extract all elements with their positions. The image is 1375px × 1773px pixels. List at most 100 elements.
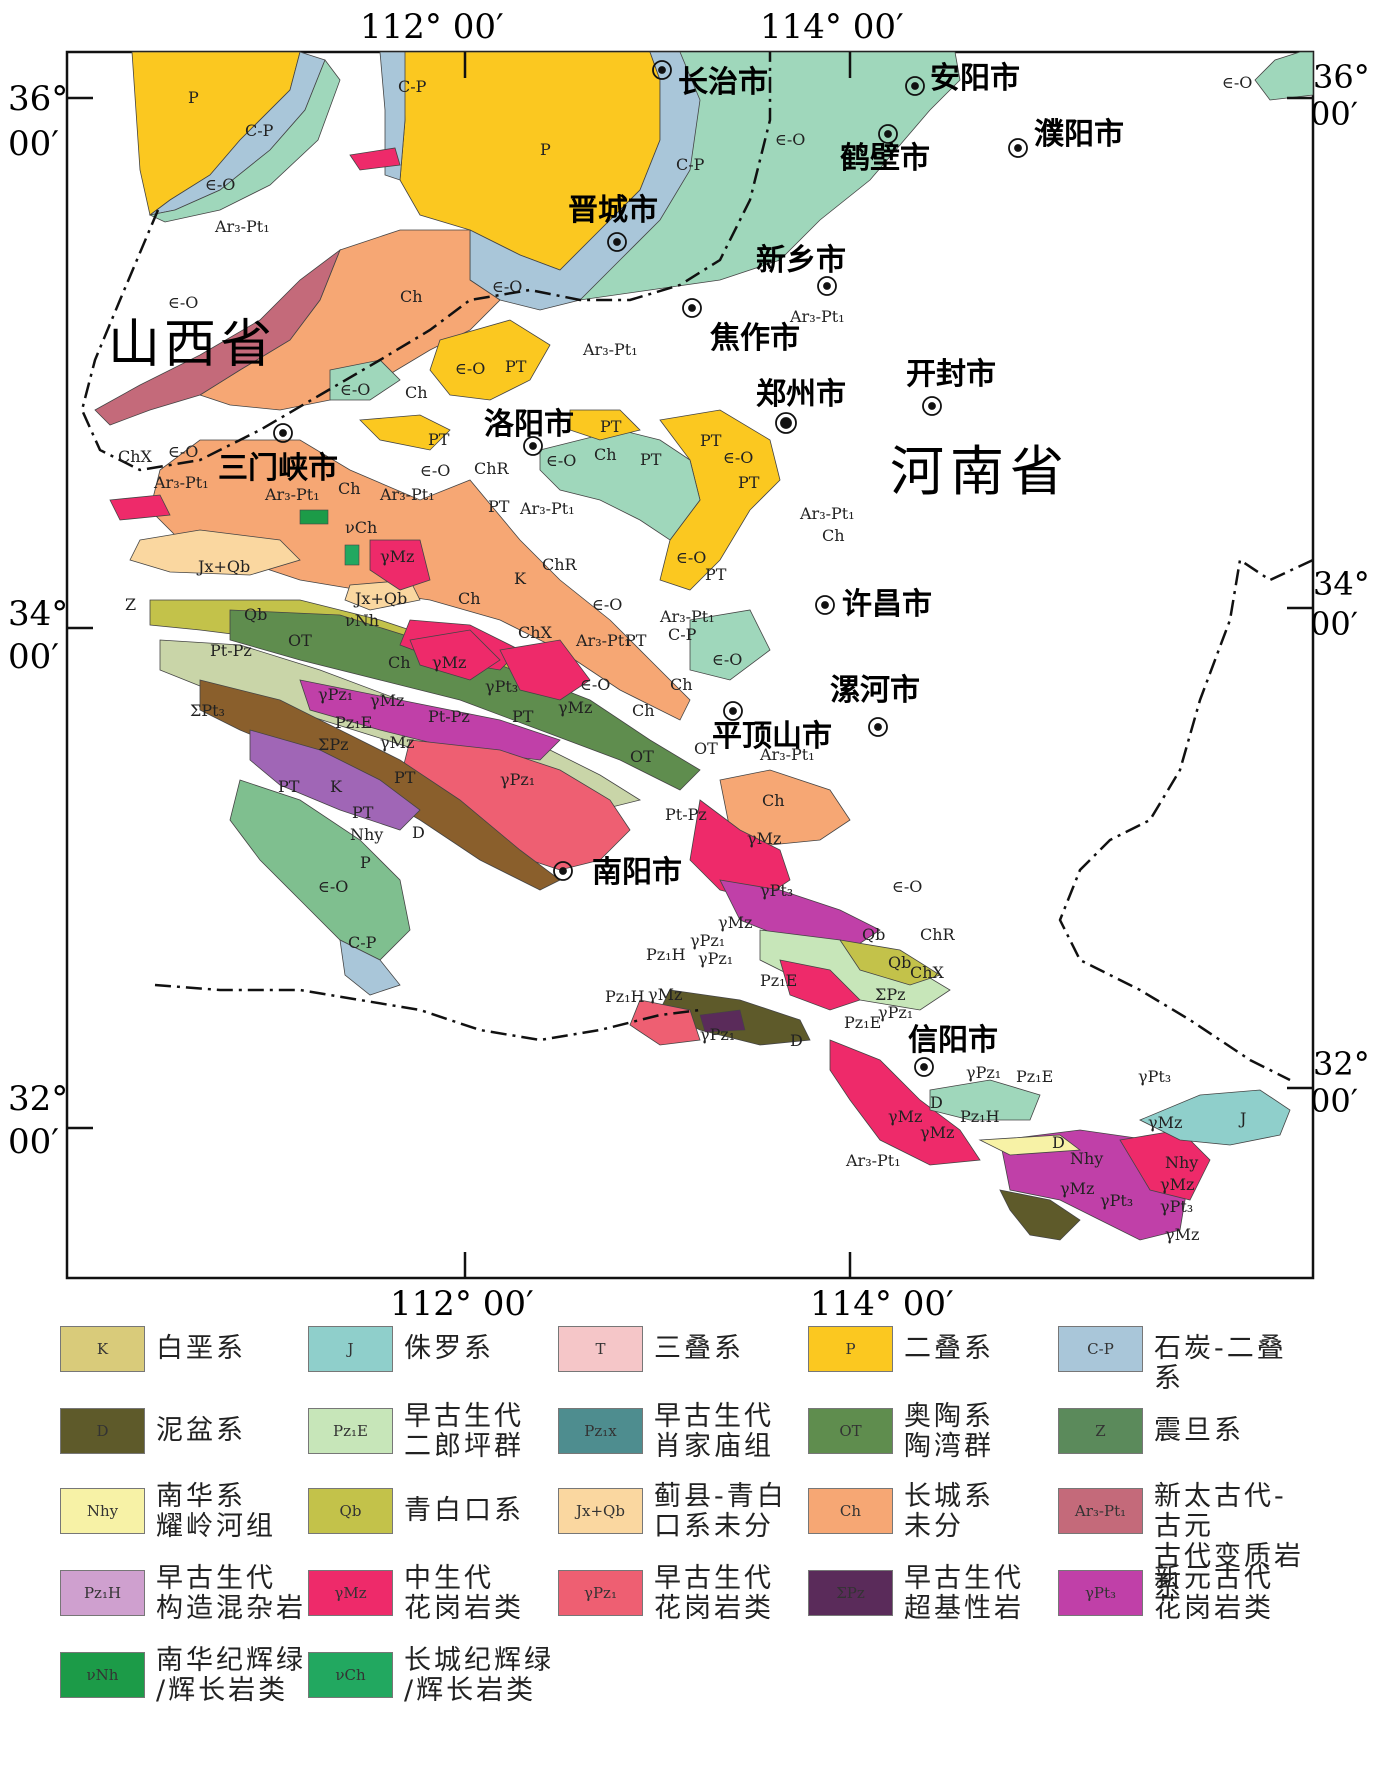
label-gpt-db3: γPt₃ bbox=[1160, 1197, 1193, 1216]
legend-swatch: Ch bbox=[808, 1488, 893, 1534]
label-gmz-db5: γMz bbox=[1165, 1225, 1199, 1244]
legend-swatch: OT bbox=[808, 1408, 893, 1454]
label-pze-db: Pz₁E bbox=[1016, 1067, 1053, 1086]
label-ptpz-c: Pt-Pz bbox=[428, 707, 470, 726]
label-chr-c: ChR bbox=[474, 459, 510, 478]
legend-item: C-P 石炭-二叠系 bbox=[1058, 1320, 1308, 1394]
city-xuchang: 许昌市 bbox=[842, 587, 932, 622]
unit-eo-nw bbox=[148, 59, 341, 223]
unit-d-dabie bbox=[999, 1189, 1081, 1241]
label-qb-tb: Qb bbox=[862, 925, 885, 944]
label-eo-c2: ∈-O bbox=[546, 451, 576, 470]
unit-gmz-c bbox=[369, 539, 431, 591]
label-arpt-jiao: Ar₃-Pt₁ bbox=[582, 340, 638, 359]
label-gmz-c3: γMz bbox=[370, 691, 404, 710]
label-ptpz-pds: Pt-Pz bbox=[665, 805, 707, 824]
legend-item: K 白垩系 bbox=[60, 1320, 310, 1380]
label-z-w: Z bbox=[125, 595, 136, 614]
legend-swatch: Qb bbox=[308, 1488, 393, 1534]
legend-item: γPz₁ 早古生代 花岗岩类 bbox=[558, 1564, 808, 1624]
unit-gmz-tb bbox=[779, 959, 861, 1011]
label-arpt-c2: Ar₃-Pt₁ bbox=[519, 499, 575, 518]
label-pze-tb2: Pz₁E bbox=[844, 1013, 881, 1032]
unit-j-dabie bbox=[1139, 1089, 1291, 1146]
legend-item: Z 震旦系 bbox=[1058, 1402, 1308, 1462]
unit-eo-east2 bbox=[689, 609, 771, 681]
label-gpt-db2: γPt₃ bbox=[1100, 1191, 1133, 1210]
legend: K 白垩系 J 侏罗系 T 三叠系 P 二叠系 C-P 石炭-二叠系 D 泥盆系 Pz₁E 早古生代 二郎… bbox=[60, 1320, 1360, 1760]
label-eo-w: ∈-O bbox=[168, 442, 198, 461]
lat-label-36-right-min: 00′ bbox=[1310, 95, 1358, 133]
label-eo-ne: ∈-O bbox=[775, 130, 805, 149]
label-gpt-db: γPt₃ bbox=[1138, 1067, 1171, 1086]
city-pingdingshan: 平顶山市 bbox=[712, 719, 832, 754]
label-pt-c4: PT bbox=[512, 707, 534, 726]
city-nanyang: 南阳市 bbox=[592, 855, 682, 890]
label-ch-c2: Ch bbox=[594, 445, 617, 464]
label-pzh-tb: Pz₁H bbox=[646, 945, 686, 964]
label-d-db: D bbox=[930, 1093, 943, 1112]
legend-label: 侏罗系 bbox=[404, 1333, 494, 1364]
lat-label-32-left-min: 00′ bbox=[8, 1122, 59, 1162]
lat-label-34-right-min: 00′ bbox=[1310, 605, 1358, 643]
legend-item: Jx+Qb 蓟县-青白 口系未分 bbox=[558, 1482, 808, 1542]
label-qb-tb2: Qb bbox=[888, 953, 911, 972]
label-d-sw: D bbox=[412, 823, 425, 842]
label-pt-sw2: PT bbox=[394, 768, 416, 787]
legend-swatch: D bbox=[60, 1408, 145, 1454]
label-ch-c6: Ch bbox=[670, 675, 693, 694]
unit-pt-east2 bbox=[569, 409, 641, 441]
label-pze-tb: Pz₁E bbox=[760, 971, 797, 990]
legend-label: 中生代 花岗岩类 bbox=[404, 1563, 524, 1624]
city-anyang: 安阳市 bbox=[930, 61, 1020, 96]
legend-item: νNh 南华纪辉绿 /辉长岩类 bbox=[60, 1646, 310, 1706]
label-ot-w: OT bbox=[288, 631, 312, 650]
label-gmz-db4: γMz bbox=[1160, 1175, 1194, 1194]
legend-item: ΣPz 早古生代 超基性岩 bbox=[808, 1564, 1058, 1624]
label-gpt-pds: γPt₃ bbox=[760, 881, 793, 900]
label-chx-w: ChX bbox=[118, 447, 153, 466]
unit-vnh-dot bbox=[344, 544, 360, 566]
label-ch-e: Ch bbox=[822, 526, 845, 545]
label-gmz-pds: γMz bbox=[747, 829, 781, 848]
legend-label: 青白口系 bbox=[404, 1495, 524, 1526]
label-chx-tb: ChX bbox=[910, 963, 945, 982]
geologic-units bbox=[94, 51, 1314, 1241]
label-eo-north: ∈-O bbox=[492, 277, 522, 296]
label-eo-isolated: ∈-O bbox=[168, 293, 198, 312]
label-nhy-db: Nhy bbox=[1070, 1149, 1103, 1168]
legend-swatch: νNh bbox=[60, 1652, 145, 1698]
legend-swatch: νCh bbox=[308, 1652, 393, 1698]
legend-item: γPt₃ 新元古代 花岗岩类 bbox=[1058, 1564, 1308, 1624]
city-zhengzhou: 郑州市 bbox=[756, 377, 846, 412]
unit-pt-a bbox=[429, 319, 551, 401]
label-gmz-c5: γMz bbox=[380, 733, 414, 752]
label-eo-b: ∈-O bbox=[340, 380, 370, 399]
unit-gmz-dabie-w bbox=[829, 1039, 981, 1166]
city-sanmenxia: 三门峡市 bbox=[218, 451, 338, 486]
lat-label-36-right-deg: 36° bbox=[1313, 58, 1370, 96]
legend-swatch: Z bbox=[1058, 1408, 1143, 1454]
unit-eo-luo bbox=[329, 359, 401, 401]
label-chr-c2: ChR bbox=[542, 555, 578, 574]
label-ch-north: Ch bbox=[400, 287, 423, 306]
label-cp-nw: C-P bbox=[245, 121, 274, 140]
legend-label: 早古生代 超基性岩 bbox=[904, 1563, 1024, 1624]
legend-swatch: γPt₃ bbox=[1058, 1570, 1143, 1616]
label-arpt-xinxiang: Ar₃-Pt₁ bbox=[789, 307, 845, 326]
label-pt-c: PT bbox=[488, 497, 510, 516]
legend-swatch: Ar₃-Pt₁ bbox=[1058, 1488, 1143, 1534]
label-j-db: J bbox=[1238, 1109, 1246, 1128]
province-boundaries bbox=[80, 52, 1314, 1082]
lat-label-34-left-min: 00′ bbox=[8, 637, 59, 677]
legend-item: J 侏罗系 bbox=[308, 1320, 558, 1380]
city-xinyang: 信阳市 bbox=[908, 1023, 998, 1058]
label-eo-c: ∈-O bbox=[420, 461, 450, 480]
label-ch-c4: Ch bbox=[388, 653, 411, 672]
lat-label-36-left-min: 00′ bbox=[8, 124, 59, 164]
label-cp-jincheng: C-P bbox=[676, 155, 705, 174]
legend-label: 泥盆系 bbox=[156, 1415, 246, 1446]
label-d-tb: D bbox=[790, 1031, 803, 1050]
label-pt-c3: PT bbox=[625, 631, 647, 650]
legend-swatch: T bbox=[558, 1326, 643, 1372]
